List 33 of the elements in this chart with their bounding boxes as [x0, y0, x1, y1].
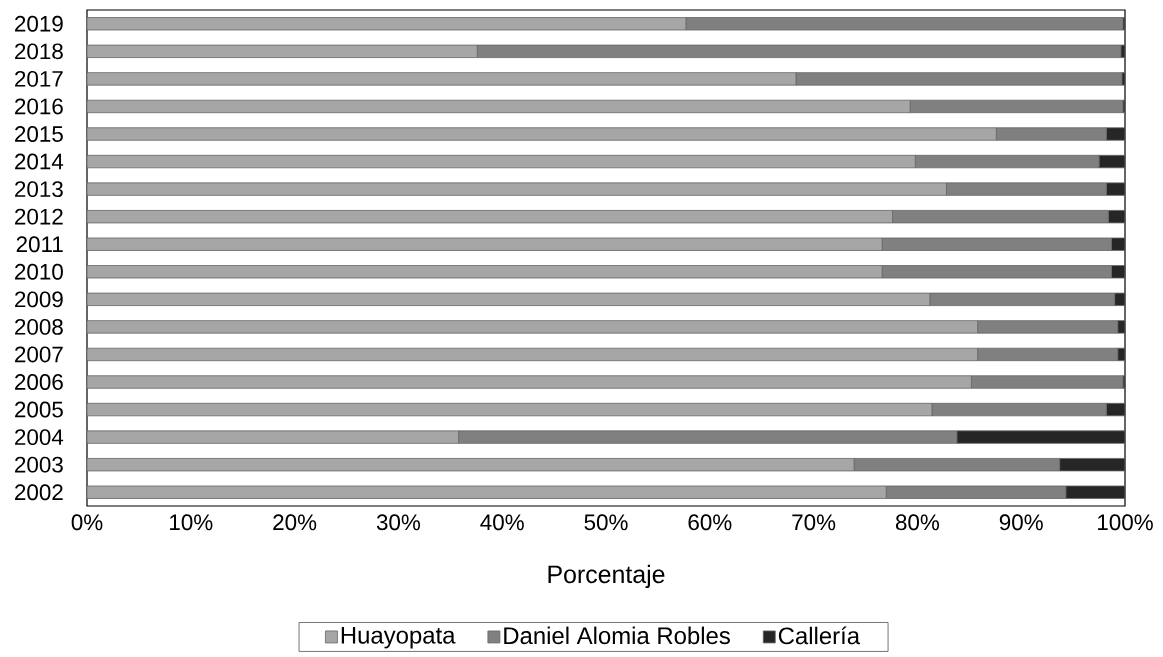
x-tick-label: 60% — [688, 514, 732, 531]
x-tick-label: 20% — [273, 514, 317, 531]
y-tick-label: 2011 — [16, 236, 63, 253]
y-tick-label: 2004 — [15, 429, 64, 446]
y-tick-label: 2007 — [15, 346, 63, 363]
x-tick-label: 0% — [71, 514, 103, 531]
x-tick-label: 30% — [376, 514, 421, 531]
legend-label: Callería — [778, 626, 861, 645]
y-tick-label: 2012 — [15, 208, 63, 225]
x-axis-title: Porcentaje — [548, 564, 665, 589]
y-tick-label: 2005 — [15, 401, 63, 418]
y-tick-label: 2003 — [15, 456, 63, 473]
x-tick-label: 70% — [792, 514, 836, 531]
y-tick-label: 2013 — [15, 181, 63, 198]
x-tick-label: 40% — [480, 514, 524, 531]
y-tick-label: 2014 — [15, 153, 64, 170]
y-tick-label: 2008 — [15, 318, 63, 335]
y-tick-label: 2018 — [15, 43, 63, 60]
legend-label: Huayopata — [341, 627, 456, 649]
y-tick-label: 2010 — [15, 263, 63, 280]
legend-label: Daniel Alomia Robles — [504, 626, 730, 645]
y-tick-label: 2006 — [15, 374, 63, 390]
y-tick-label: 2002 — [15, 484, 63, 501]
x-tick-label: 80% — [895, 514, 940, 531]
y-tick-label: 2009 — [15, 291, 63, 308]
x-tick-label: 10% — [170, 514, 213, 531]
x-tick-label: 100% — [1098, 514, 1153, 531]
y-tick-label: 2017 — [15, 70, 63, 87]
y-tick-label: 2019 — [15, 15, 63, 32]
x-tick-label: 90% — [999, 514, 1043, 531]
y-tick-label: 2015 — [15, 126, 63, 142]
y-tick-label: 2016 — [15, 98, 63, 115]
x-tick-label: 50% — [584, 514, 628, 531]
